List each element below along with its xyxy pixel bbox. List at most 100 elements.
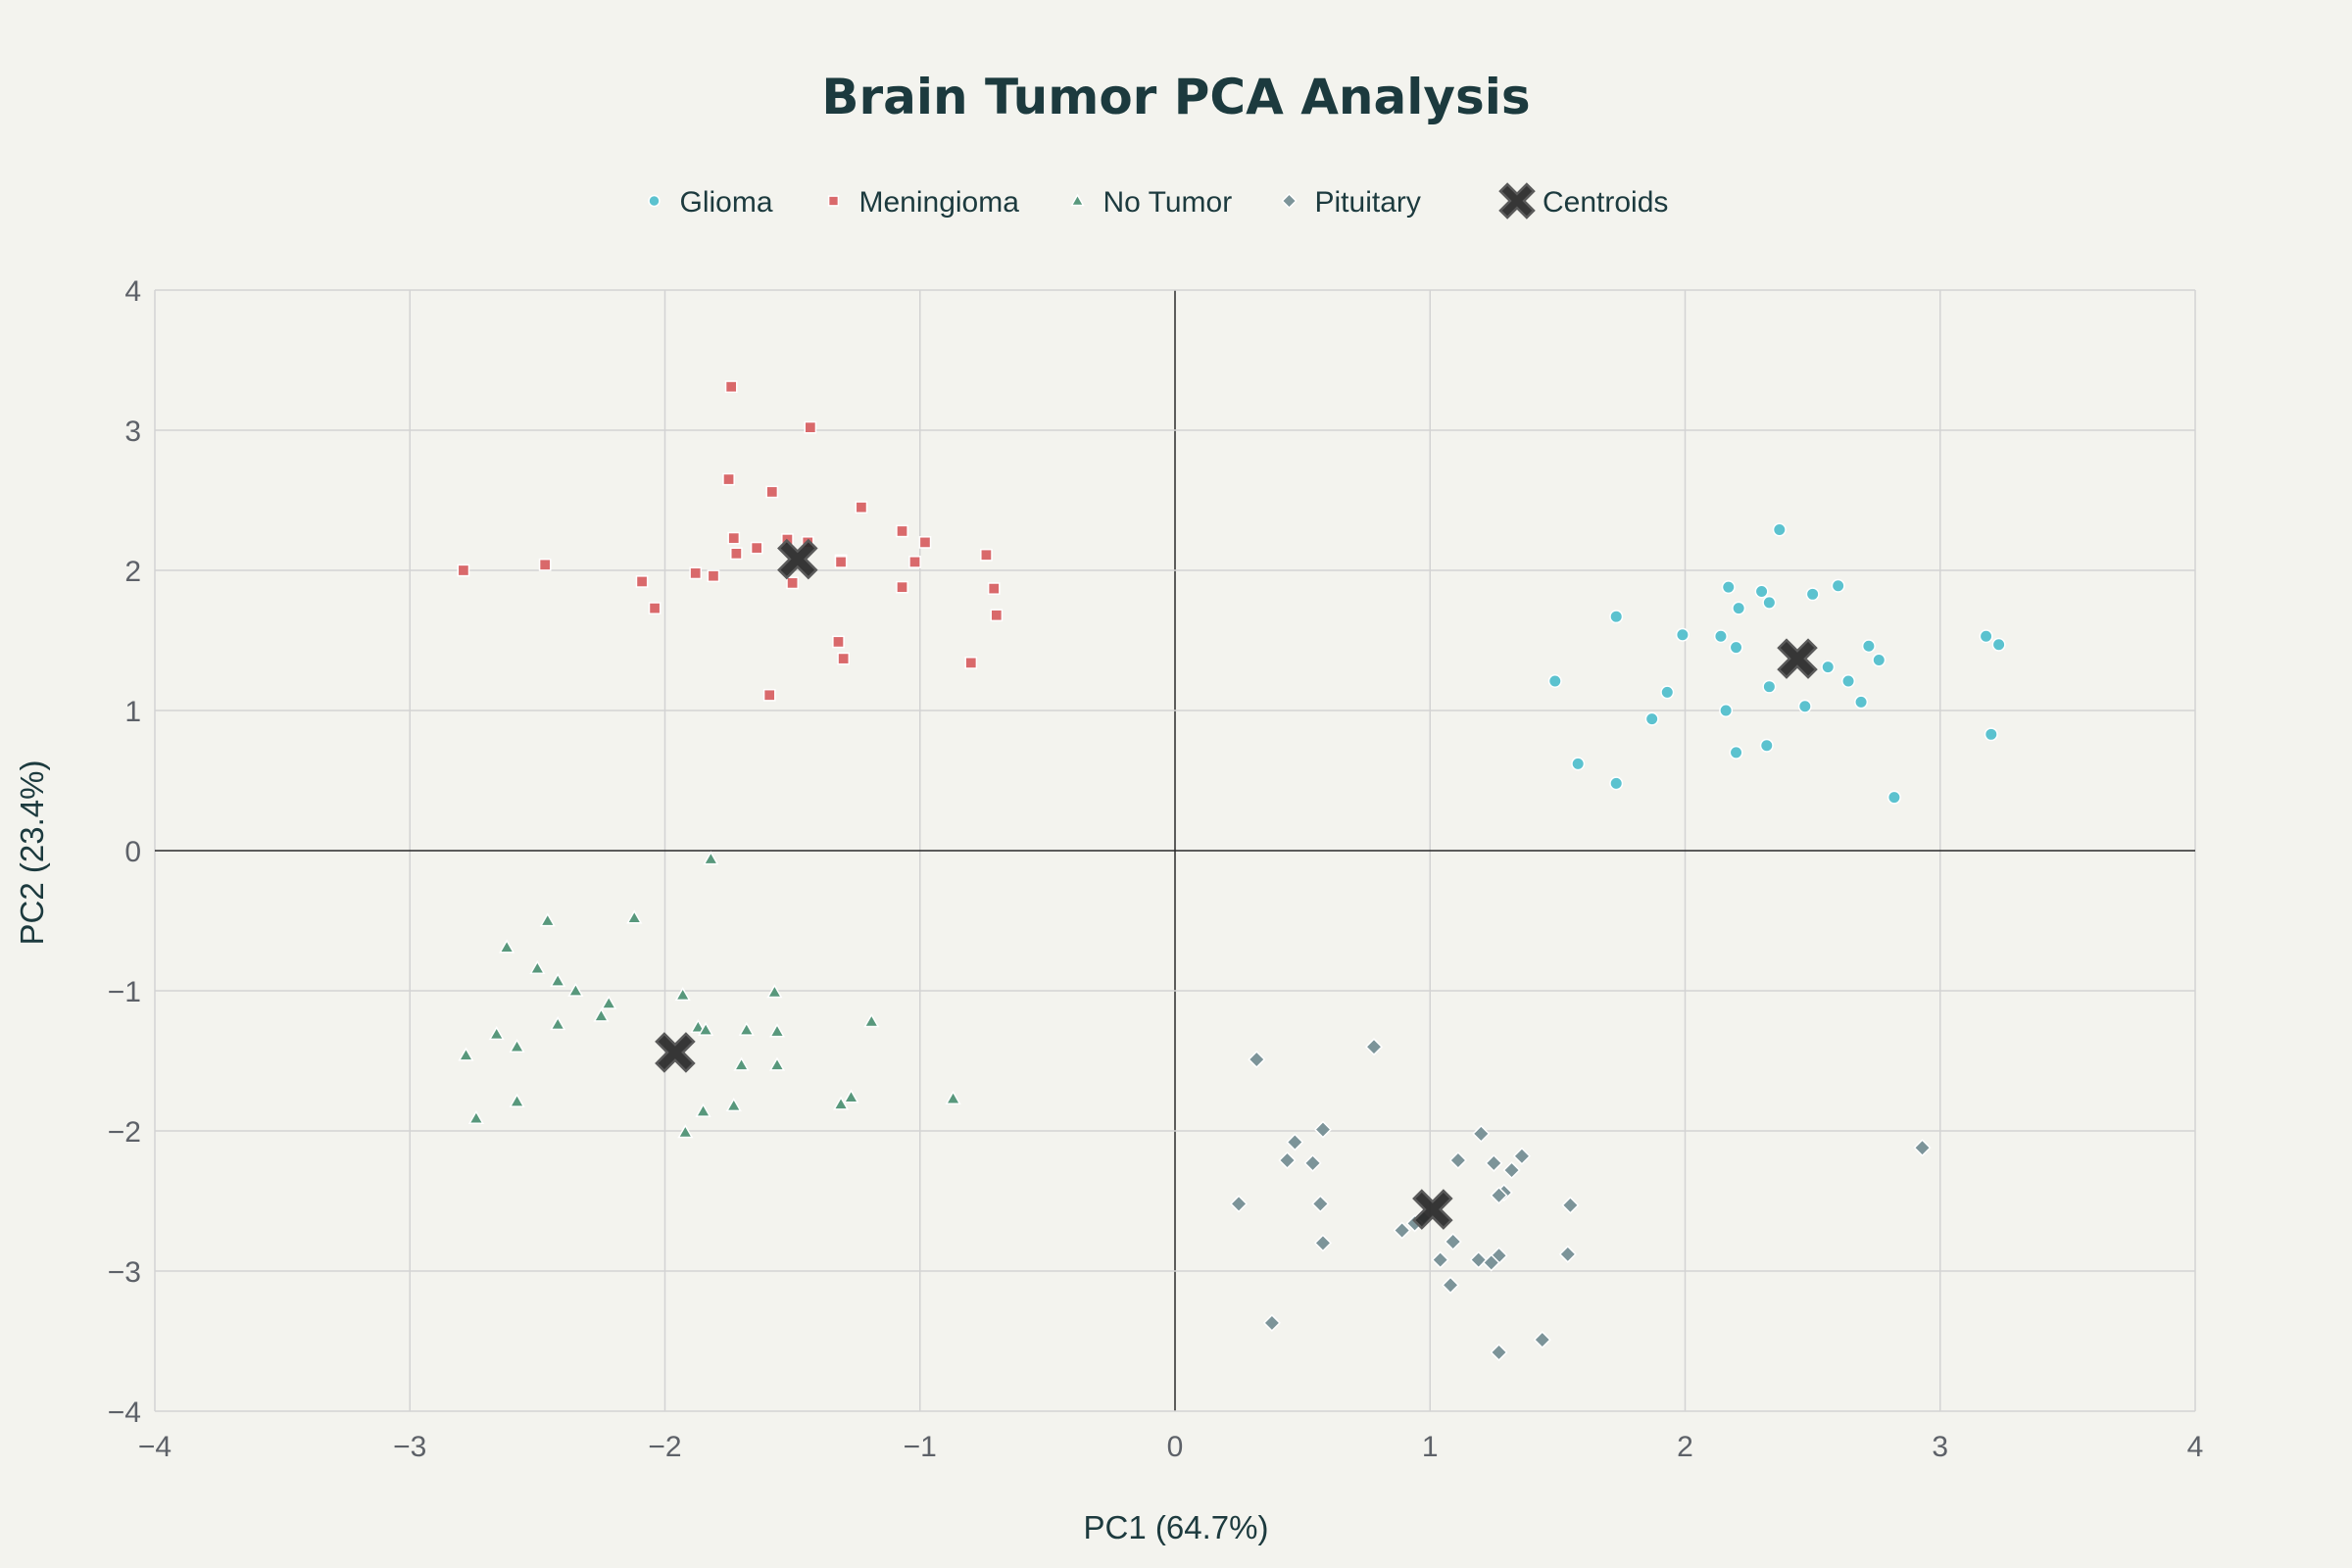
pituitary-point (1364, 1038, 1384, 1056)
data-points (457, 380, 2006, 1362)
legend-label: Meningioma (859, 186, 1020, 219)
no-tumor-point (725, 1097, 742, 1112)
no-tumor-point (766, 984, 783, 999)
x-tick-label: 1 (1422, 1431, 1439, 1463)
legend-label: Glioma (680, 186, 773, 219)
legend-item-no-tumor[interactable]: No Tumor (1070, 186, 1233, 219)
glioma-point (1805, 587, 1820, 602)
no-tumor-point (550, 1016, 566, 1031)
meningioma-point (980, 548, 993, 562)
glioma-point (1762, 679, 1777, 694)
meningioma-point (908, 556, 921, 568)
y-tick-label: −4 (108, 1396, 141, 1429)
legend-item-centroids[interactable]: Centroids (1498, 182, 1668, 220)
no-tumor-point (768, 1023, 786, 1038)
centroid-marker (1777, 638, 1818, 679)
series-pituitary (1230, 1038, 1932, 1362)
x-tick-label: 3 (1932, 1431, 1948, 1463)
glioma-point (1841, 673, 1856, 688)
glioma-point (1854, 695, 1869, 710)
y-tick-label: 0 (124, 836, 141, 868)
pituitary-point (1313, 1234, 1333, 1252)
meningioma-point (896, 524, 908, 538)
pituitary-point (1278, 1151, 1297, 1170)
meningioma-point (832, 635, 845, 649)
legend-label: Pituitary (1315, 186, 1421, 219)
x-axis-ticks: −4 −3 −2 −1 0 1 2 3 4 (138, 1431, 2203, 1463)
glioma-point (1644, 711, 1659, 726)
no-tumor-point (539, 912, 556, 927)
centroid-marker (1412, 1189, 1453, 1230)
pituitary-point (1558, 1245, 1577, 1263)
no-tumor-point (945, 1090, 961, 1104)
legend-marker (827, 195, 840, 207)
chart-title: Brain Tumor PCA Analysis (821, 69, 1530, 125)
glioma-point (1762, 595, 1777, 610)
glioma-point (1991, 637, 2006, 652)
no-tumor-point (832, 1096, 850, 1110)
y-tick-label: 1 (124, 696, 141, 728)
pituitary-point (1431, 1250, 1449, 1269)
pituitary-point (1303, 1153, 1322, 1172)
no-tumor-point (458, 1047, 474, 1061)
no-tumor-point (738, 1021, 755, 1036)
pituitary-point (1311, 1195, 1330, 1213)
glioma-point (1713, 629, 1728, 644)
meningioma-point (457, 564, 470, 577)
meningioma-point (834, 556, 848, 568)
legend-item-meningioma[interactable]: Meningioma (827, 186, 1020, 219)
meningioma-point (727, 531, 741, 545)
pituitary-point (1472, 1124, 1491, 1143)
glioma-point (1754, 584, 1769, 599)
gridlines (154, 289, 2196, 1412)
pituitary-point (1485, 1153, 1503, 1172)
no-tumor-point (677, 1124, 694, 1139)
no-tumor-point (567, 982, 584, 997)
glioma-point (1821, 660, 1836, 674)
glioma-point (1609, 776, 1624, 791)
legend-item-pituitary[interactable]: Pituitary (1281, 186, 1421, 219)
meningioma-point (855, 501, 868, 514)
meningioma-point (635, 575, 649, 588)
pituitary-point (1262, 1313, 1281, 1332)
no-tumor-point (626, 909, 643, 924)
pituitary-point (1248, 1051, 1266, 1069)
meningioma-point (538, 558, 552, 571)
meningioma-point (765, 485, 779, 499)
series-glioma (1547, 522, 2006, 805)
no-tumor-point (768, 1056, 786, 1071)
glioma-point (1797, 699, 1812, 713)
x-tick-label: −2 (648, 1431, 681, 1463)
y-tick-label: −2 (108, 1116, 141, 1149)
glioma-point (1861, 639, 1876, 654)
legend-item-glioma[interactable]: Glioma (648, 186, 773, 219)
meningioma-point (964, 657, 978, 669)
pituitary-point (1533, 1331, 1551, 1349)
pituitary-point (1444, 1232, 1462, 1251)
legend-label: No Tumor (1103, 186, 1233, 219)
x-tick-label: −4 (138, 1431, 172, 1463)
meningioma-point (804, 420, 817, 434)
glioma-point (1772, 522, 1787, 537)
meningioma-point (750, 541, 763, 555)
meningioma-point (724, 380, 738, 394)
meningioma-point (837, 652, 851, 665)
glioma-point (1831, 578, 1845, 593)
glioma-point (1979, 629, 1993, 644)
no-tumor-point (733, 1056, 750, 1071)
glioma-point (1675, 627, 1690, 642)
glioma-point (1886, 790, 1901, 805)
meningioma-point (990, 609, 1004, 622)
series-centroids (655, 538, 1818, 1230)
no-tumor-point (550, 972, 566, 987)
pituitary-point (1286, 1133, 1304, 1152)
y-tick-label: −1 (108, 976, 141, 1008)
meningioma-point (987, 582, 1001, 595)
x-tick-label: 2 (1677, 1431, 1693, 1463)
pituitary-point (1442, 1276, 1460, 1295)
glioma-point (1729, 745, 1743, 760)
glioma-point (1984, 727, 1998, 742)
pituitary-point (1313, 1120, 1333, 1139)
pituitary-point (1469, 1250, 1488, 1269)
no-tumor-point (593, 1007, 610, 1022)
